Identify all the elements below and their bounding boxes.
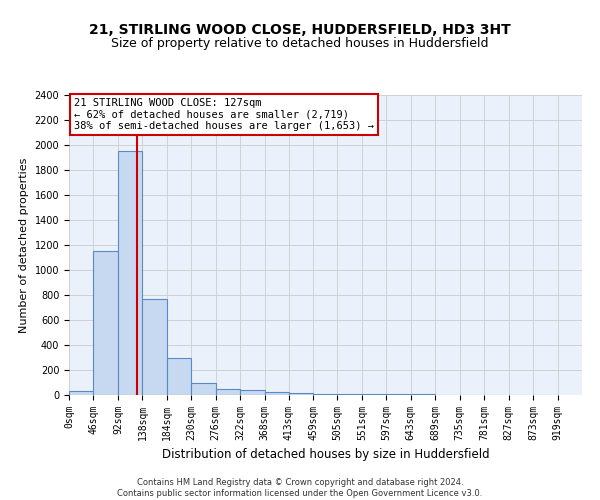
- Bar: [411, 394, 435, 395]
- Bar: [216, 389, 240, 395]
- Bar: [191, 382, 216, 395]
- Text: Size of property relative to detached houses in Huddersfield: Size of property relative to detached ho…: [111, 38, 489, 51]
- Bar: [118, 151, 142, 395]
- X-axis label: Distribution of detached houses by size in Huddersfield: Distribution of detached houses by size …: [161, 448, 490, 462]
- Bar: [240, 390, 265, 395]
- Bar: [362, 394, 386, 395]
- Bar: [435, 394, 460, 395]
- Bar: [337, 394, 362, 395]
- Bar: [94, 252, 118, 395]
- Bar: [386, 394, 411, 395]
- Bar: [313, 394, 337, 395]
- Bar: [142, 298, 167, 395]
- Text: Contains HM Land Registry data © Crown copyright and database right 2024.
Contai: Contains HM Land Registry data © Crown c…: [118, 478, 482, 498]
- Text: 21 STIRLING WOOD CLOSE: 127sqm
← 62% of detached houses are smaller (2,719)
38% : 21 STIRLING WOOD CLOSE: 127sqm ← 62% of …: [74, 98, 374, 131]
- Text: 21, STIRLING WOOD CLOSE, HUDDERSFIELD, HD3 3HT: 21, STIRLING WOOD CLOSE, HUDDERSFIELD, H…: [89, 22, 511, 36]
- Bar: [69, 391, 94, 395]
- Bar: [265, 392, 289, 395]
- Bar: [289, 393, 313, 395]
- Bar: [167, 358, 191, 395]
- Y-axis label: Number of detached properties: Number of detached properties: [19, 158, 29, 332]
